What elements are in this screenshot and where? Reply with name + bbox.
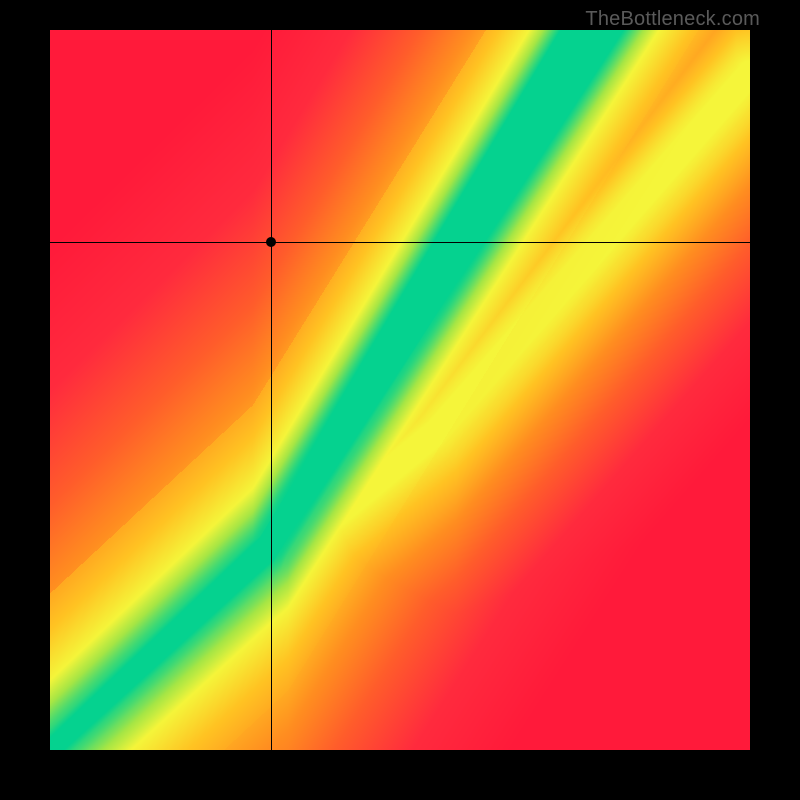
plot-area [50, 30, 750, 750]
heatmap-canvas [50, 30, 750, 750]
crosshair-vertical [271, 30, 272, 750]
crosshair-horizontal [50, 242, 750, 243]
data-point [266, 237, 276, 247]
chart-container: TheBottleneck.com [0, 0, 800, 800]
watermark-text: TheBottleneck.com [585, 8, 760, 31]
